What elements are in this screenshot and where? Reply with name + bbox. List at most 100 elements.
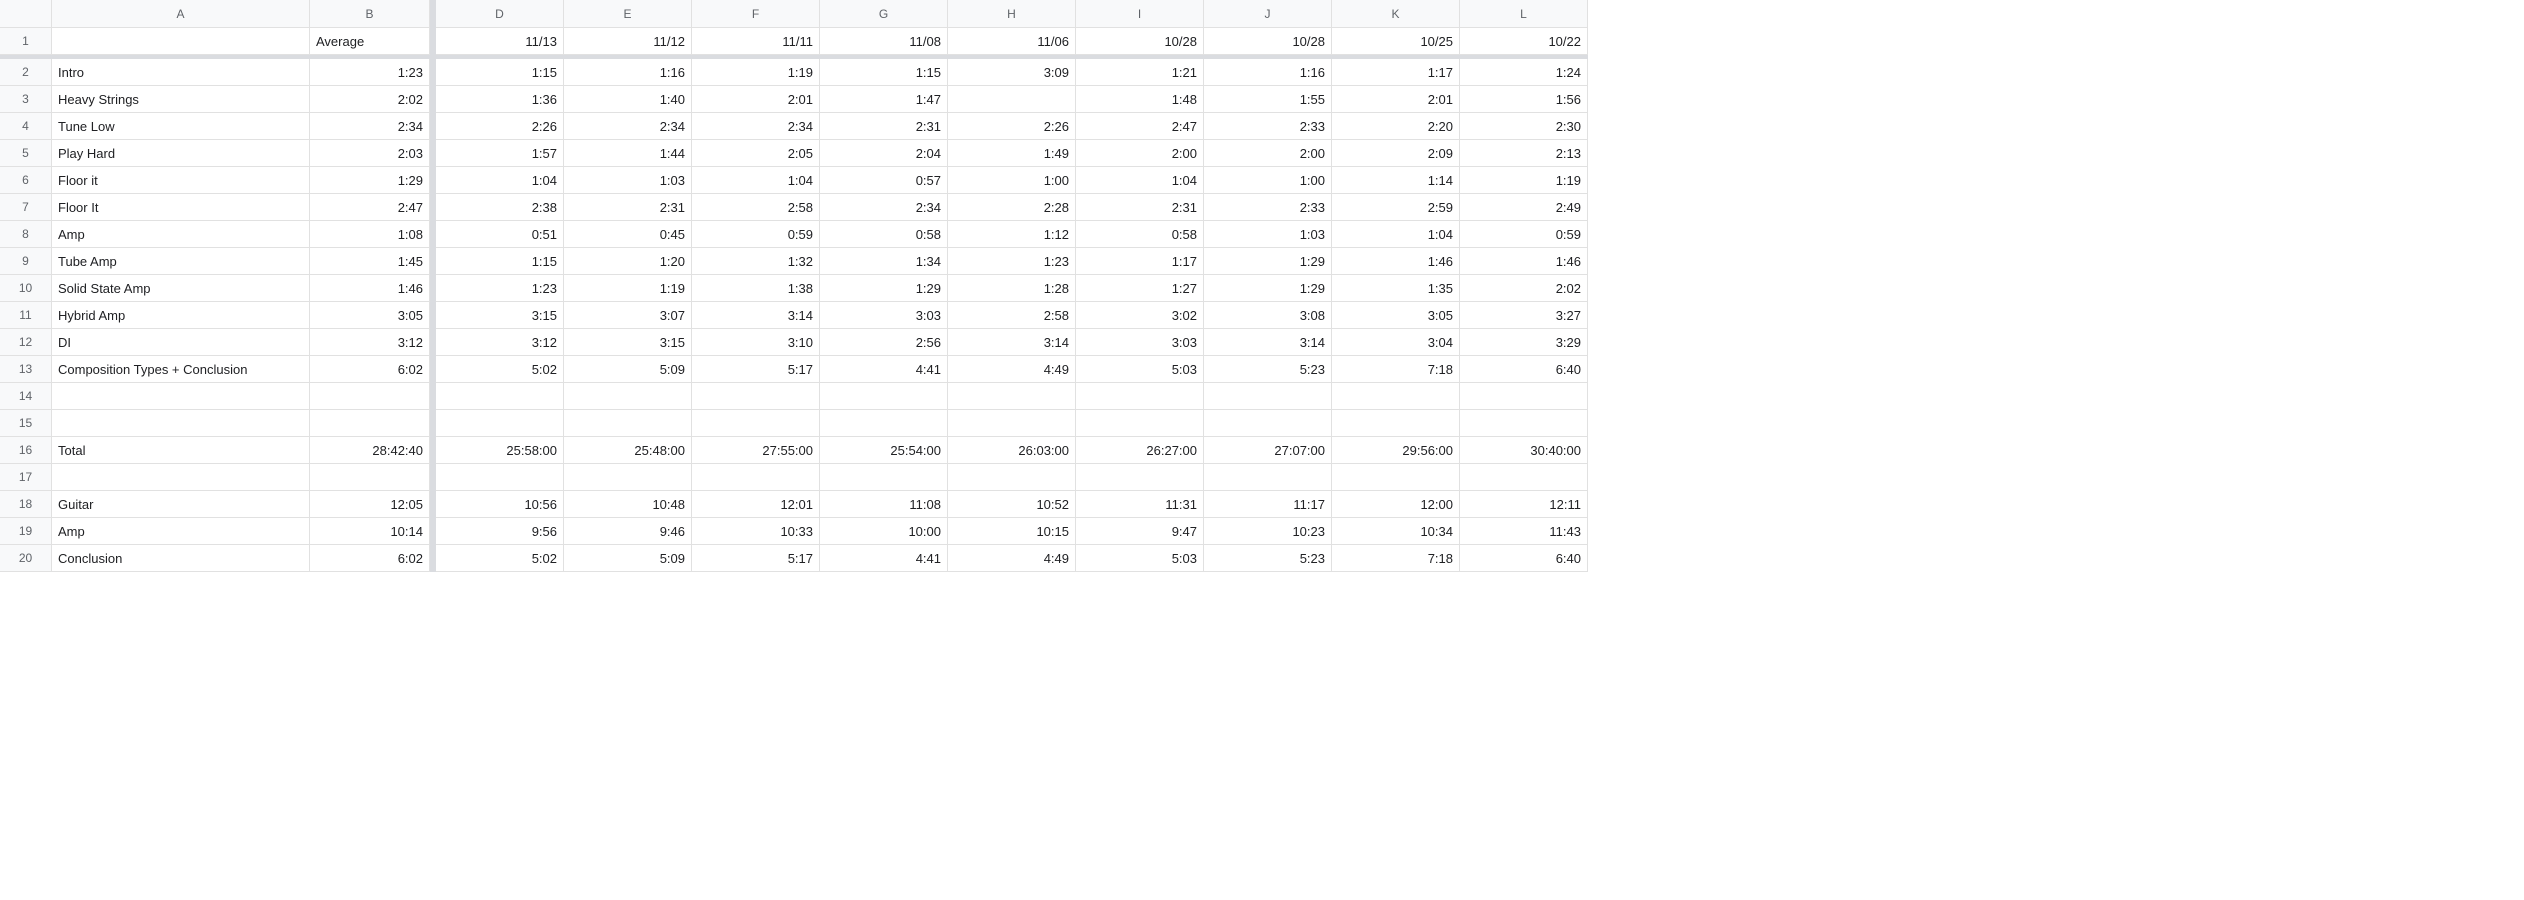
cell-l11[interactable]: 3:27 — [1460, 302, 1588, 329]
cell-d7[interactable]: 2:38 — [436, 194, 564, 221]
cell-i15[interactable] — [1076, 410, 1204, 437]
cell-l15[interactable] — [1460, 410, 1588, 437]
cell-j20[interactable]: 5:23 — [1204, 545, 1332, 572]
cell-f4[interactable]: 2:34 — [692, 113, 820, 140]
cell-a15[interactable] — [52, 410, 310, 437]
cell-e8[interactable]: 0:45 — [564, 221, 692, 248]
cell-j19[interactable]: 10:23 — [1204, 518, 1332, 545]
cell-f11[interactable]: 3:14 — [692, 302, 820, 329]
cell-b14[interactable] — [310, 383, 430, 410]
cell-f18[interactable]: 12:01 — [692, 491, 820, 518]
row-number[interactable]: 3 — [0, 86, 52, 113]
cell-e16[interactable]: 25:48:00 — [564, 437, 692, 464]
row-number[interactable]: 18 — [0, 491, 52, 518]
cell-i13[interactable]: 5:03 — [1076, 356, 1204, 383]
row-number[interactable]: 6 — [0, 167, 52, 194]
cell-g1[interactable]: 11/08 — [820, 28, 948, 55]
cell-e17[interactable] — [564, 464, 692, 491]
cell-k10[interactable]: 1:35 — [1332, 275, 1460, 302]
cell-l3[interactable]: 1:56 — [1460, 86, 1588, 113]
cell-e5[interactable]: 1:44 — [564, 140, 692, 167]
cell-j5[interactable]: 2:00 — [1204, 140, 1332, 167]
cell-d20[interactable]: 5:02 — [436, 545, 564, 572]
cell-a17[interactable] — [52, 464, 310, 491]
cell-f2[interactable]: 1:19 — [692, 59, 820, 86]
cell-d13[interactable]: 5:02 — [436, 356, 564, 383]
cell-l2[interactable]: 1:24 — [1460, 59, 1588, 86]
cell-d1[interactable]: 11/13 — [436, 28, 564, 55]
cell-g15[interactable] — [820, 410, 948, 437]
row-number[interactable]: 1 — [0, 28, 52, 55]
cell-l6[interactable]: 1:19 — [1460, 167, 1588, 194]
cell-g18[interactable]: 11:08 — [820, 491, 948, 518]
row-number[interactable]: 12 — [0, 329, 52, 356]
col-header-k[interactable]: K — [1332, 0, 1460, 28]
cell-d12[interactable]: 3:12 — [436, 329, 564, 356]
cell-a6[interactable]: Floor it — [52, 167, 310, 194]
cell-a20[interactable]: Conclusion — [52, 545, 310, 572]
cell-b2[interactable]: 1:23 — [310, 59, 430, 86]
cell-h17[interactable] — [948, 464, 1076, 491]
cell-e10[interactable]: 1:19 — [564, 275, 692, 302]
cell-a9[interactable]: Tube Amp — [52, 248, 310, 275]
cell-g11[interactable]: 3:03 — [820, 302, 948, 329]
cell-d19[interactable]: 9:56 — [436, 518, 564, 545]
cell-b1[interactable]: Average — [310, 28, 430, 55]
cell-h6[interactable]: 1:00 — [948, 167, 1076, 194]
cell-h13[interactable]: 4:49 — [948, 356, 1076, 383]
cell-b10[interactable]: 1:46 — [310, 275, 430, 302]
row-number[interactable]: 13 — [0, 356, 52, 383]
row-number[interactable]: 2 — [0, 59, 52, 86]
cell-j17[interactable] — [1204, 464, 1332, 491]
cell-j15[interactable] — [1204, 410, 1332, 437]
cell-a16[interactable]: Total — [52, 437, 310, 464]
cell-h4[interactable]: 2:26 — [948, 113, 1076, 140]
cell-h7[interactable]: 2:28 — [948, 194, 1076, 221]
cell-l20[interactable]: 6:40 — [1460, 545, 1588, 572]
cell-l18[interactable]: 12:11 — [1460, 491, 1588, 518]
cell-f16[interactable]: 27:55:00 — [692, 437, 820, 464]
cell-j6[interactable]: 1:00 — [1204, 167, 1332, 194]
cell-d9[interactable]: 1:15 — [436, 248, 564, 275]
cell-d16[interactable]: 25:58:00 — [436, 437, 564, 464]
cell-i11[interactable]: 3:02 — [1076, 302, 1204, 329]
cell-l8[interactable]: 0:59 — [1460, 221, 1588, 248]
cell-h19[interactable]: 10:15 — [948, 518, 1076, 545]
cell-d4[interactable]: 2:26 — [436, 113, 564, 140]
cell-f17[interactable] — [692, 464, 820, 491]
cell-d11[interactable]: 3:15 — [436, 302, 564, 329]
row-number[interactable]: 16 — [0, 437, 52, 464]
cell-a4[interactable]: Tune Low — [52, 113, 310, 140]
cell-k17[interactable] — [1332, 464, 1460, 491]
cell-k1[interactable]: 10/25 — [1332, 28, 1460, 55]
cell-f20[interactable]: 5:17 — [692, 545, 820, 572]
cell-h10[interactable]: 1:28 — [948, 275, 1076, 302]
cell-h15[interactable] — [948, 410, 1076, 437]
cell-j10[interactable]: 1:29 — [1204, 275, 1332, 302]
cell-i4[interactable]: 2:47 — [1076, 113, 1204, 140]
cell-e1[interactable]: 11/12 — [564, 28, 692, 55]
cell-f3[interactable]: 2:01 — [692, 86, 820, 113]
cell-a1[interactable] — [52, 28, 310, 55]
cell-l7[interactable]: 2:49 — [1460, 194, 1588, 221]
row-number[interactable]: 5 — [0, 140, 52, 167]
cell-f13[interactable]: 5:17 — [692, 356, 820, 383]
cell-k6[interactable]: 1:14 — [1332, 167, 1460, 194]
row-number[interactable]: 4 — [0, 113, 52, 140]
cell-b20[interactable]: 6:02 — [310, 545, 430, 572]
cell-h3[interactable] — [948, 86, 1076, 113]
cell-f1[interactable]: 11/11 — [692, 28, 820, 55]
cell-e15[interactable] — [564, 410, 692, 437]
cell-e12[interactable]: 3:15 — [564, 329, 692, 356]
cell-l14[interactable] — [1460, 383, 1588, 410]
row-number[interactable]: 8 — [0, 221, 52, 248]
cell-l12[interactable]: 3:29 — [1460, 329, 1588, 356]
col-header-e[interactable]: E — [564, 0, 692, 28]
cell-f15[interactable] — [692, 410, 820, 437]
cell-h1[interactable]: 11/06 — [948, 28, 1076, 55]
cell-f12[interactable]: 3:10 — [692, 329, 820, 356]
cell-i1[interactable]: 10/28 — [1076, 28, 1204, 55]
row-number[interactable]: 15 — [0, 410, 52, 437]
cell-i8[interactable]: 0:58 — [1076, 221, 1204, 248]
cell-e3[interactable]: 1:40 — [564, 86, 692, 113]
